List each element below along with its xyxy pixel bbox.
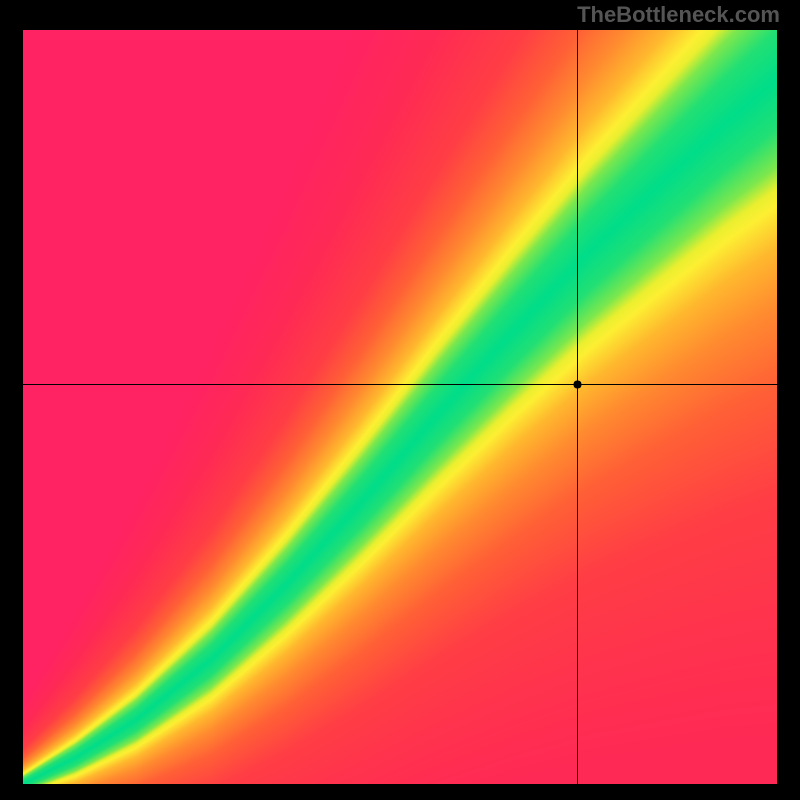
watermark-text: TheBottleneck.com <box>577 2 780 28</box>
heatmap-plot <box>23 30 777 784</box>
heatmap-canvas <box>23 30 777 784</box>
chart-container: TheBottleneck.com <box>0 0 800 800</box>
